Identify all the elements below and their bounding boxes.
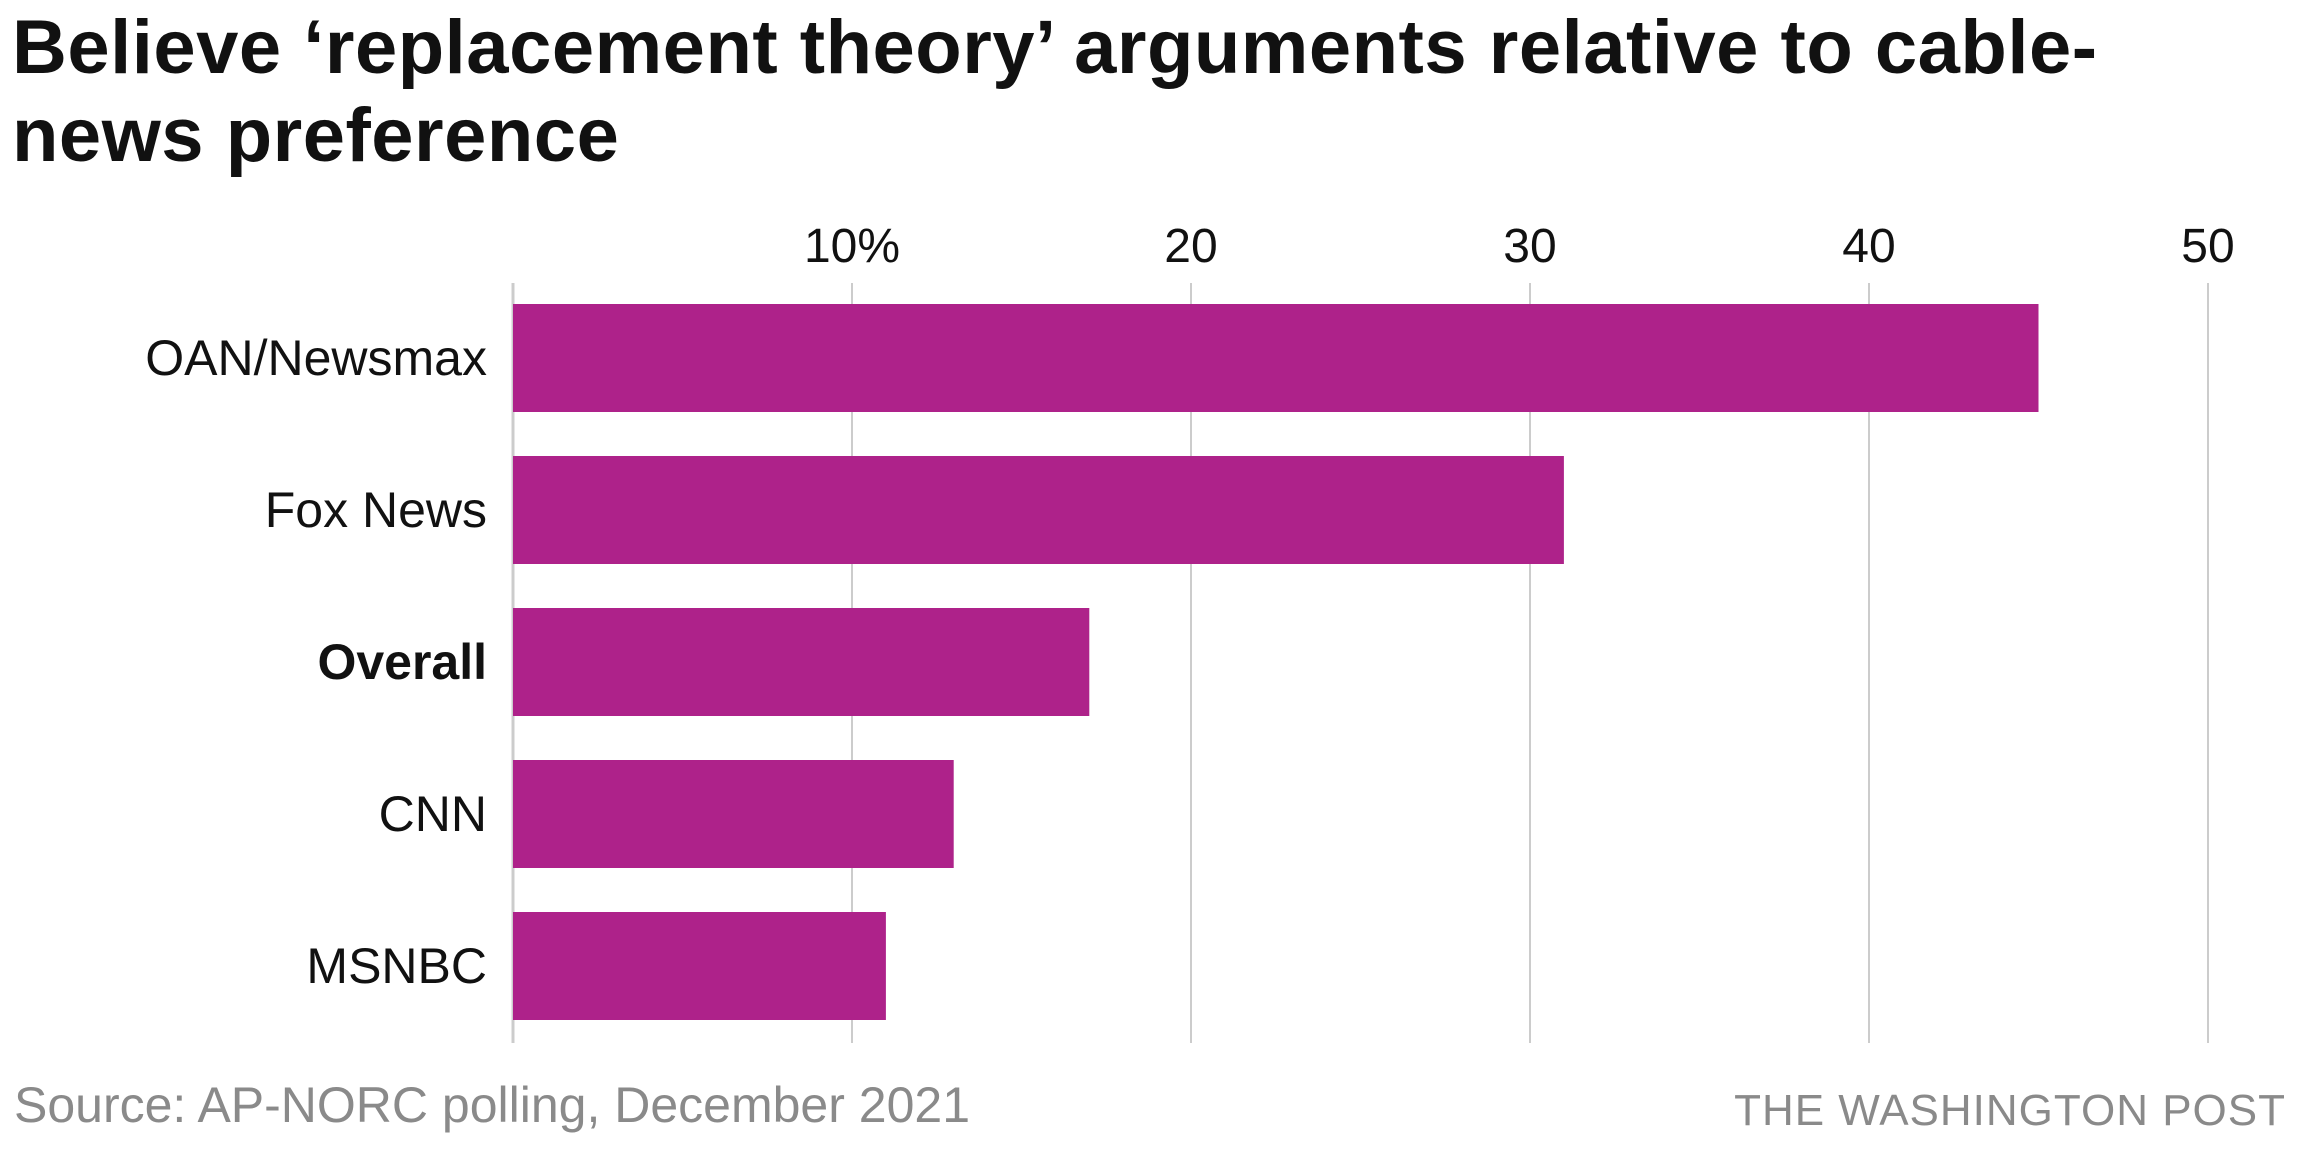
publisher-credit: THE WASHINGTON POST — [1734, 1086, 2286, 1135]
bar-msnbc — [513, 912, 886, 1020]
category-label-msnbc: MSNBC — [306, 938, 487, 994]
category-label-fox-news: Fox News — [265, 482, 487, 538]
x-tick-label-50: 50 — [2181, 220, 2234, 273]
category-label-oan-newsmax: OAN/Newsmax — [145, 330, 487, 386]
x-tick-label-10: 10% — [804, 220, 900, 273]
source-note: Source: AP-NORC polling, December 2021 — [14, 1077, 971, 1133]
bar-overall — [513, 608, 1090, 716]
x-tick-label-40: 40 — [1842, 220, 1895, 273]
chart-title: Believe ‘replacement theory’ arguments r… — [12, 5, 2098, 178]
x-tick-label-30: 30 — [1503, 220, 1556, 273]
bar-fox-news — [513, 456, 1564, 564]
x-axis-ticks: 10% 20 30 40 50 — [804, 220, 2235, 273]
bar-cnn — [513, 760, 954, 868]
bar-oan-newsmax — [513, 304, 2039, 412]
category-labels: OAN/Newsmax Fox News Overall CNN MSNBC — [145, 330, 487, 994]
bars — [513, 304, 2039, 1020]
x-tick-label-20: 20 — [1164, 220, 1217, 273]
category-label-cnn: CNN — [379, 786, 487, 842]
category-label-overall: Overall — [317, 634, 487, 690]
